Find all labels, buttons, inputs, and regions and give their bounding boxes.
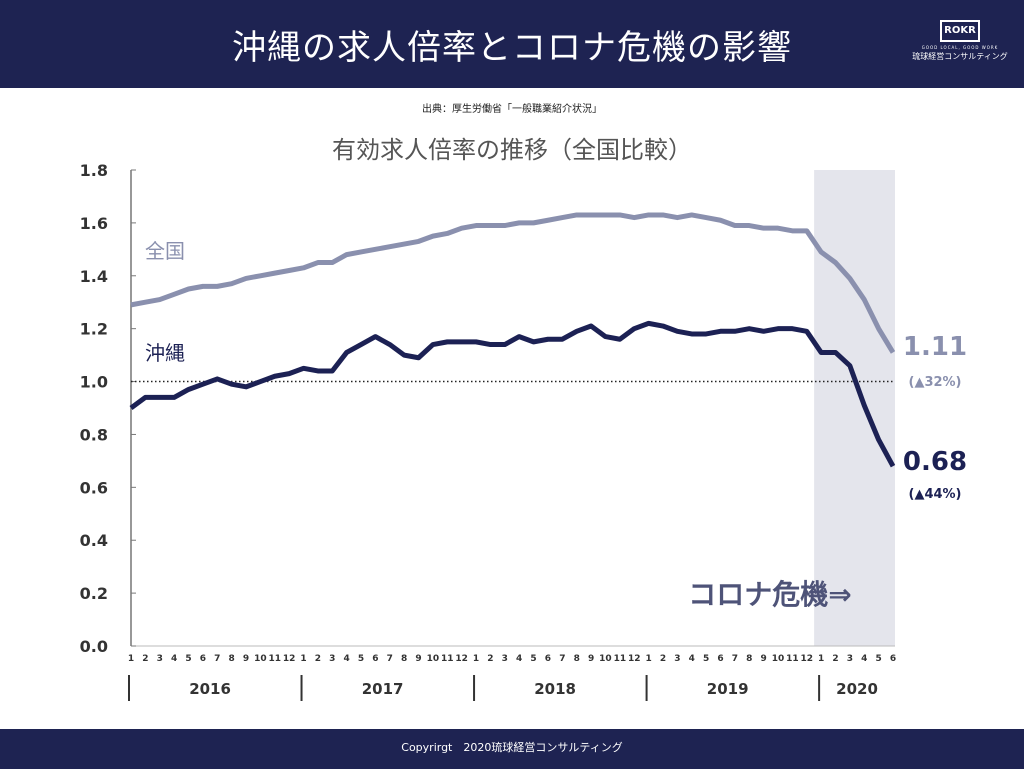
x-tick-label: 3 <box>674 654 680 664</box>
x-tick-label: 6 <box>372 654 378 664</box>
x-tick-label: 8 <box>574 654 580 664</box>
x-tick-label: 5 <box>530 654 536 664</box>
year-label: 2016 <box>189 680 231 698</box>
logo-tagline: GOOD LOCAL, GOOD WORK <box>921 45 999 50</box>
x-tick-label: 3 <box>847 654 853 664</box>
x-tick-label: 1 <box>128 654 134 664</box>
x-tick-label: 12 <box>628 654 641 664</box>
y-tick-label: 0.2 <box>80 584 108 603</box>
x-tick-label: 9 <box>415 654 421 664</box>
series-label: 沖縄 <box>145 341 185 365</box>
x-tick-label: 11 <box>614 654 627 664</box>
x-tick-label: 4 <box>689 654 695 664</box>
y-tick-label: 0.8 <box>80 425 108 444</box>
change-label: (▲32%) <box>909 375 962 390</box>
x-tick-label: 6 <box>890 654 896 664</box>
x-tick-label: 2 <box>142 654 148 664</box>
series-line-national <box>130 212 896 354</box>
x-tick-label: 6 <box>717 654 723 664</box>
x-tick-label: 10 <box>772 654 785 664</box>
x-tick-label: 5 <box>185 654 191 664</box>
x-tick-label: 1 <box>300 654 306 664</box>
x-tick-label: 3 <box>329 654 335 664</box>
x-tick-label: 4 <box>861 654 867 664</box>
y-tick-label: 1.2 <box>80 320 108 339</box>
x-tick-label: 11 <box>441 654 454 664</box>
y-tick-label: 0.0 <box>80 637 108 656</box>
logo-name: 琉球経営コンサルティング <box>912 52 1008 61</box>
x-tick-label: 11 <box>269 654 282 664</box>
y-tick-label: 1.8 <box>80 161 108 180</box>
x-tick-label: 2 <box>487 654 493 664</box>
x-tick-label: 4 <box>516 654 522 664</box>
x-tick-label: 2 <box>660 654 666 664</box>
x-tick-label: 9 <box>588 654 594 664</box>
x-tick-label: 5 <box>875 654 881 664</box>
x-tick-label: 12 <box>455 654 468 664</box>
header-bar: 沖縄の求人倍率とコロナ危機の影響 ROKR GOOD LOCAL, GOOD W… <box>0 0 1024 88</box>
chart-title: 有効求人倍率の推移（全国比較） <box>332 136 692 164</box>
year-label: 2020 <box>836 680 878 698</box>
x-tick-label: 8 <box>401 654 407 664</box>
x-tick-label: 3 <box>157 654 163 664</box>
x-tick-label: 6 <box>545 654 551 664</box>
y-tick-label: 0.4 <box>80 531 108 550</box>
x-tick-label: 1 <box>473 654 479 664</box>
line-chart: 有効求人倍率の推移（全国比較） 0.0 0.2 0.4 0.6 0.8 1.0 1.2 1.4 1… <box>80 136 967 701</box>
x-tick-label: 6 <box>200 654 206 664</box>
x-tick-label: 4 <box>344 654 350 664</box>
change-label: (▲44%) <box>909 487 962 502</box>
x-tick-label: 7 <box>214 654 220 664</box>
x-tick-label: 10 <box>254 654 267 664</box>
logo-mark-icon: ROKR <box>940 20 980 42</box>
x-tick-label: 7 <box>559 654 565 664</box>
x-tick-label: 1 <box>645 654 651 664</box>
x-tick-label: 12 <box>800 654 813 664</box>
end-value-label: 1.11 <box>903 332 967 362</box>
x-tick-label: 2 <box>315 654 321 664</box>
x-tick-label: 7 <box>387 654 393 664</box>
x-tick-label: 9 <box>243 654 249 664</box>
year-label: 2019 <box>707 680 749 698</box>
x-tick-label: 4 <box>171 654 177 664</box>
year-label: 2018 <box>534 680 576 698</box>
x-tick-label: 7 <box>732 654 738 664</box>
year-label: 2017 <box>362 680 404 698</box>
end-value-label: 0.68 <box>903 447 967 477</box>
x-tick-label: 10 <box>427 654 440 664</box>
y-tick-label: 0.6 <box>80 478 108 497</box>
x-tick-label: 12 <box>283 654 296 664</box>
crisis-shade <box>814 170 895 646</box>
company-logo: ROKR GOOD LOCAL, GOOD WORK 琉球経営コンサルティング <box>900 20 1020 62</box>
x-tick-label: 5 <box>703 654 709 664</box>
series-label: 全国 <box>145 239 185 263</box>
crisis-label: コロナ危機⇒ <box>688 578 851 611</box>
y-tick-label: 1.0 <box>80 373 108 392</box>
x-tick-label: 3 <box>502 654 508 664</box>
x-tick-label: 11 <box>786 654 799 664</box>
source-note: 出典：厚生労働省「一般職業紹介状況」 <box>422 104 602 115</box>
x-tick-label: 8 <box>229 654 235 664</box>
footer: Copyrirgt 2020琉球経営コンサルティング <box>0 729 1024 769</box>
y-tick-label: 1.4 <box>80 267 108 286</box>
y-tick-label: 1.6 <box>80 214 108 233</box>
x-tick-label: 8 <box>746 654 752 664</box>
series-line-okinawa <box>129 320 896 468</box>
page-title: 沖縄の求人倍率とコロナ危機の影響 <box>232 28 792 68</box>
x-tick-label: 5 <box>358 654 364 664</box>
x-tick-label: 10 <box>599 654 612 664</box>
x-tick-label: 2 <box>832 654 838 664</box>
x-tick-label: 1 <box>818 654 824 664</box>
x-tick-label: 9 <box>760 654 766 664</box>
